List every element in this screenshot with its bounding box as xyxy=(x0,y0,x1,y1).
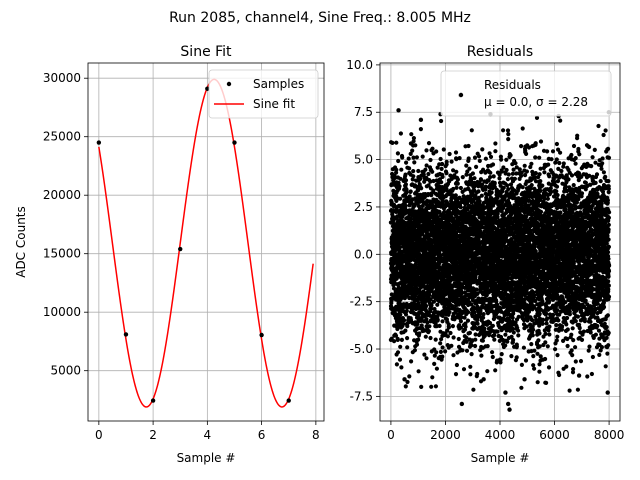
axes-title: Residuals xyxy=(467,44,533,60)
y-tick-label: 10000 xyxy=(43,305,81,319)
legend-samples-marker xyxy=(226,81,232,87)
x-tick-label: 0 xyxy=(95,428,103,442)
plot-area xyxy=(96,78,314,408)
residual-outlier-point xyxy=(481,377,486,382)
residuals-axes: 0 2000 4000 6000 8000 -7.5 -5.0 -2.5 0.0 2.5 5.0 7.… xyxy=(346,44,624,465)
residual-outlier-point xyxy=(605,390,610,395)
residual-outlier-point xyxy=(418,117,424,123)
legend-box xyxy=(208,69,319,119)
sample-point xyxy=(259,332,264,338)
residual-outlier-point xyxy=(576,373,582,378)
y-tick-label: 5000 xyxy=(50,364,81,378)
axes-frame xyxy=(87,62,325,422)
axes-title: Sine Fit xyxy=(180,44,232,60)
grid-lines xyxy=(88,63,324,421)
y-tick-label: 10.0 xyxy=(346,58,373,72)
y-tick-label: 0.0 xyxy=(354,247,373,261)
residual-outlier-point xyxy=(507,407,512,412)
figure-suptitle: Run 2085, channel4, Sine Freq.: 8.005 MH… xyxy=(169,10,471,26)
y-axis-label: ADC Counts xyxy=(14,206,28,278)
sample-point xyxy=(150,398,156,403)
residual-outlier-point xyxy=(503,390,508,395)
sample-point xyxy=(286,398,291,403)
sample-point xyxy=(232,140,237,145)
y-tick-label: 20000 xyxy=(43,188,81,202)
legend-residuals-marker xyxy=(458,92,464,98)
x-tick-label: 4 xyxy=(204,428,212,442)
residual-outlier-point xyxy=(402,377,407,382)
y-tick-label: 25000 xyxy=(43,130,81,144)
x-axis-label: Sample # xyxy=(177,451,236,465)
sample-point xyxy=(205,86,210,91)
x-tick-label: 0 xyxy=(387,428,395,442)
x-tick-label: 8000 xyxy=(594,428,625,442)
legend: Samples Sine fit xyxy=(208,69,319,119)
residual-outlier-point xyxy=(459,401,465,407)
y-tick-label: 7.5 xyxy=(354,105,373,119)
legend-box xyxy=(440,70,612,117)
sample-point xyxy=(123,332,129,337)
residual-points xyxy=(388,115,612,393)
legend-sine-fit-label: Sine fit xyxy=(253,97,295,111)
x-tick-label: 2000 xyxy=(430,428,461,442)
y-tick-label: 5.0 xyxy=(354,153,373,167)
x-tick-label: 2 xyxy=(149,428,157,442)
sample-point xyxy=(96,140,102,145)
x-tick-label: 6000 xyxy=(539,428,570,442)
y-tick-label: -5.0 xyxy=(350,342,373,356)
y-tick-label: 30000 xyxy=(43,71,81,85)
sine-fit-line xyxy=(98,78,314,408)
y-tick-label: 2.5 xyxy=(354,200,373,214)
x-tick-label: 4000 xyxy=(485,428,516,442)
x-axis-label: Sample # xyxy=(471,451,530,465)
residual-outlier-point xyxy=(396,108,401,113)
legend-residuals-stats: μ = 0.0, σ = 2.28 xyxy=(484,95,588,109)
residual-outlier-point xyxy=(522,377,527,382)
residual-outlier-point xyxy=(505,401,511,407)
y-tick-label: -7.5 xyxy=(350,389,373,403)
x-tick-label: 8 xyxy=(312,428,320,442)
sine-fit-axes: 0 2 4 6 8 5000 10000 15000 20000 25000 30000 Sine F… xyxy=(14,44,325,465)
y-tick-label: -2.5 xyxy=(350,295,373,309)
y-tick-label: 15000 xyxy=(43,247,81,261)
legend-samples-label: Samples xyxy=(253,77,304,91)
legend-residuals-label: Residuals xyxy=(484,78,541,92)
sample-point xyxy=(178,246,183,252)
x-tick-label: 6 xyxy=(258,428,266,442)
legend: Residuals μ = 0.0, σ = 2.28 xyxy=(440,70,612,117)
